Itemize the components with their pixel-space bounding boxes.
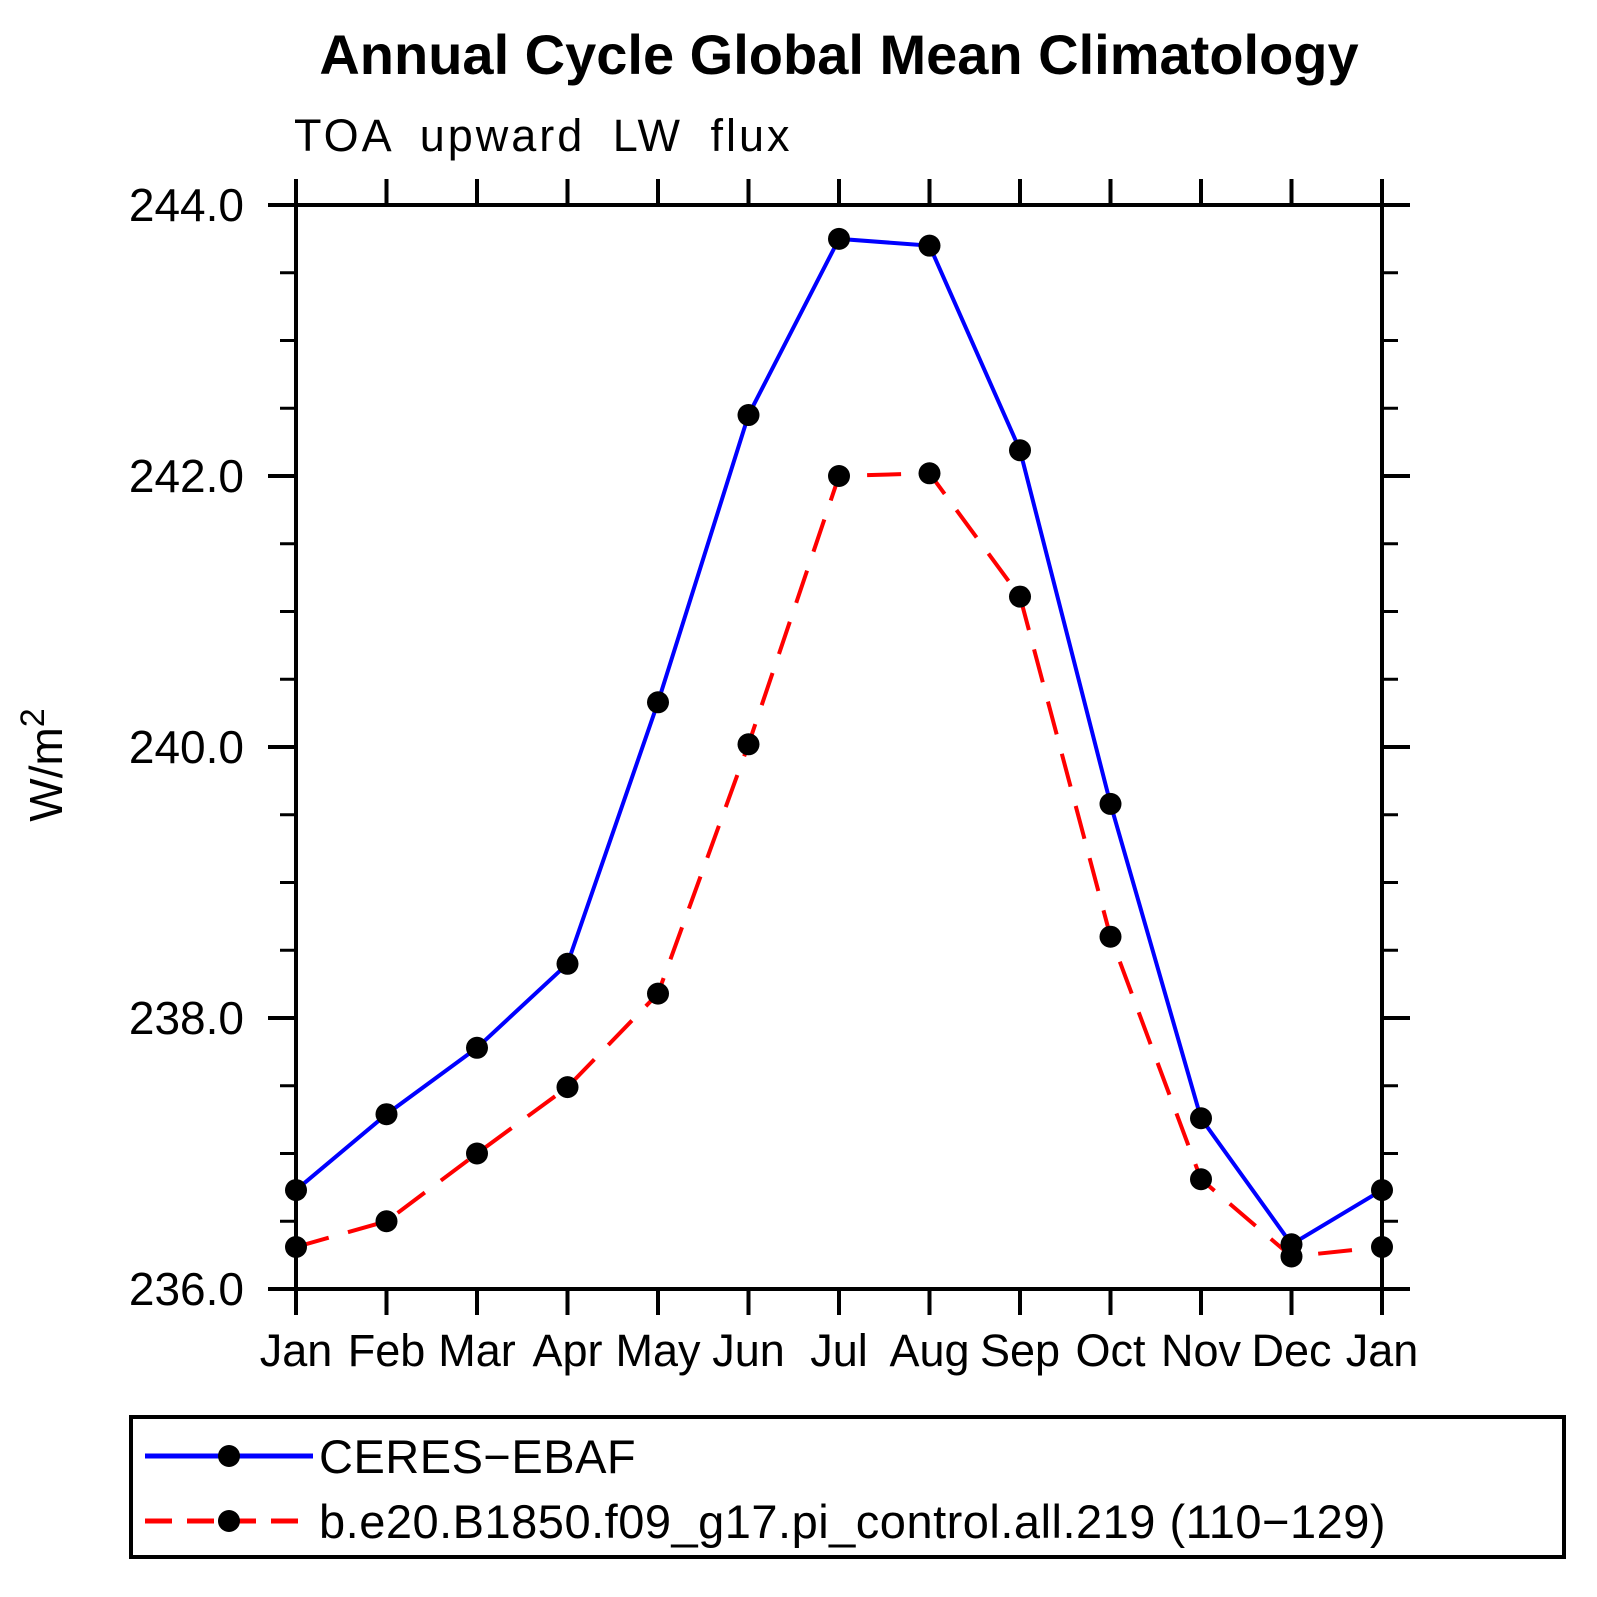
x-tick-label: Oct	[1075, 1325, 1146, 1376]
x-tick-label: Mar	[438, 1325, 516, 1376]
legend-entry-ceres-ebaf: CERES−EBAF	[141, 1427, 636, 1485]
legend-label-ceres-ebaf: CERES−EBAF	[319, 1429, 637, 1483]
y-tick-label: 238.0	[129, 992, 244, 1044]
data-point-marker-series-1	[466, 1142, 488, 1165]
legend-entry-model: b.e20.B1850.f09_g17.pi_control.all.219 (…	[141, 1492, 1386, 1550]
x-tick-label: Jan	[1346, 1325, 1419, 1376]
data-point-marker-series-1	[1190, 1168, 1212, 1191]
y-tick-label: 240.0	[129, 721, 244, 773]
plot-box	[294, 203, 1384, 1291]
chart-title: Annual Cycle Global Mean Climatology	[319, 23, 1359, 86]
x-tick-label: Jul	[810, 1325, 868, 1376]
data-point-marker-series-0	[1190, 1107, 1212, 1130]
data-point-marker-series-1	[828, 465, 850, 487]
x-tick-label: Feb	[348, 1325, 426, 1376]
x-tick-label: Apr	[532, 1325, 602, 1376]
x-tick-label: Dec	[1251, 1325, 1331, 1376]
data-point-marker-series-0	[828, 227, 850, 250]
data-point-marker-series-0	[737, 404, 760, 427]
legend: CERES−EBAF b.e20.B1850.f09_g17.pi_contro…	[129, 1415, 1566, 1559]
data-point-marker-series-0	[918, 234, 941, 257]
series-line-0	[294, 236, 1384, 1247]
x-tick-label: Sep	[980, 1325, 1060, 1376]
series-line-1	[295, 471, 1383, 1259]
y-tick-label: 244.0	[129, 179, 244, 231]
data-point-marker-series-1	[375, 1210, 398, 1233]
data-point-marker-series-1	[285, 1235, 307, 1258]
data-point-marker-series-1	[1009, 585, 1031, 608]
legend-marker-dot-icon	[218, 1445, 240, 1467]
data-point-marker-series-0	[556, 952, 579, 975]
legend-marker-dot-icon	[218, 1510, 240, 1532]
legend-label-model: b.e20.B1850.f09_g17.pi_control.all.219 (…	[319, 1494, 1387, 1548]
data-point-marker-series-1	[647, 982, 669, 1005]
y-axis-title: W/m2	[14, 708, 72, 821]
data-point-marker-series-0	[1099, 792, 1122, 815]
x-tick-label: May	[615, 1325, 701, 1376]
y-tick-label: 236.0	[129, 1263, 244, 1315]
data-point-marker-series-0	[647, 691, 669, 714]
x-tick-label: Aug	[889, 1325, 969, 1376]
data-point-marker-series-0	[285, 1179, 307, 1202]
data-point-marker-series-1	[1099, 925, 1122, 948]
data-point-marker-series-1	[737, 733, 760, 756]
legend-sample-solid-line	[145, 1445, 313, 1467]
data-point-marker-series-0	[375, 1103, 398, 1126]
x-tick-label: Jun	[712, 1325, 785, 1376]
data-point-marker-series-0	[466, 1036, 488, 1059]
legend-sample-dashed-line	[145, 1510, 313, 1532]
data-point-marker-series-1	[918, 462, 941, 485]
chart-subtitle: TOA upward LW flux	[294, 110, 793, 161]
data-point-marker-series-0	[1371, 1179, 1393, 1202]
data-point-marker-series-1	[1371, 1235, 1393, 1258]
data-point-marker-series-1	[556, 1076, 579, 1099]
x-tick-label: Nov	[1161, 1325, 1242, 1376]
y-tick-label: 242.0	[129, 450, 244, 502]
x-tick-label: Jan	[260, 1325, 333, 1376]
data-point-marker-series-0	[1009, 439, 1031, 462]
data-point-marker-series-1	[1280, 1245, 1303, 1268]
